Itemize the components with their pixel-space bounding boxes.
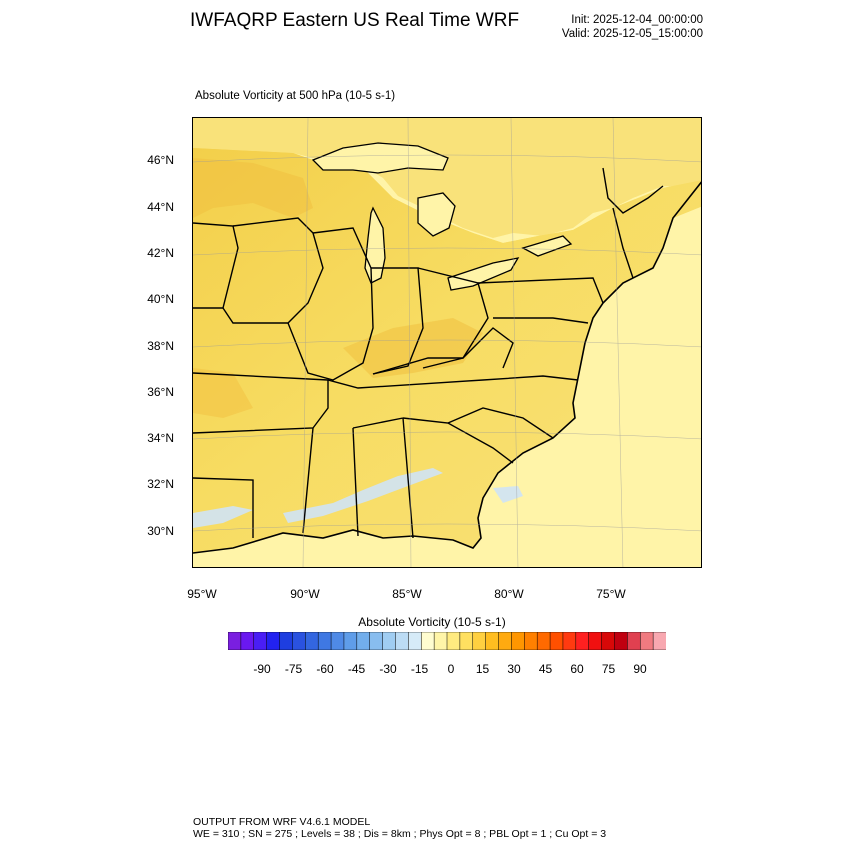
high-vorticity-northwest [193,158,313,218]
lat-label: 44°N [147,200,174,214]
lake-huron [417,192,456,237]
coastline [193,181,701,554]
colorbar-tick-label: -30 [379,662,397,676]
colorbar-tick-label: 60 [570,662,584,676]
colorbar-tick-label: 0 [447,662,455,676]
lake-ontario [521,235,573,257]
colorbar-swatch [305,632,319,650]
colorbar-swatch [549,632,564,650]
lon-label: 90°W [290,587,320,601]
colorbar-tick-label: -15 [410,662,429,676]
lon-label: 75°W [596,587,626,601]
lake-erie [447,257,520,291]
colorbar-swatch [472,632,487,650]
panel-subtitle: Absolute Vorticity at 500 hPa (10-5 s-1) [195,90,396,102]
lat-label: 40°N [147,292,174,306]
lat-label: 46°N [147,153,174,167]
colorbar-swatch [614,632,628,650]
colorbar-swatch [420,632,435,650]
colorbar-swatch [446,632,461,650]
colorbar-swatch [369,632,384,650]
footer-line-2: WE = 310 ; SN = 275 ; Levels = 38 ; Dis … [193,828,607,840]
colorbar-swatch [639,632,654,650]
colorbar-swatch [382,632,397,650]
colorbar-swatch [279,632,293,650]
graticule [193,118,701,567]
colorbar-tick-label: -45 [347,662,366,676]
init-valid-times: Init: 2025-12-04_00:00:00 Valid: 2025-12… [562,13,703,41]
lat-label: 30°N [147,524,174,538]
colorbar-swatch [588,632,603,650]
colorbar-swatch [511,632,525,650]
colorbar-swatch [266,632,281,650]
colorbar-tick-label: -60 [316,662,334,676]
low-vorticity-patch [493,486,523,503]
high-vorticity-ohio-valley [343,318,483,378]
colorbar-swatch [485,632,500,650]
vorticity-map [192,117,702,568]
colorbar-swatch [240,632,255,650]
colorbar-swatch [459,632,474,650]
lat-label: 32°N [147,477,174,491]
map-svg [193,118,701,567]
init-time: Init: 2025-12-04_00:00:00 [571,14,703,26]
colorbar-swatch [253,632,268,650]
lon-label: 80°W [494,587,524,601]
lake-superior [311,142,449,174]
colorbar-tick-label: -90 [253,662,271,676]
colorbar-swatch [356,632,371,650]
colorbar-tick-label: 75 [601,662,616,676]
colorbar-swatch [575,632,590,650]
canada-land [193,118,701,238]
lat-label: 42°N [147,246,174,260]
lon-label: 95°W [187,587,217,601]
colorbar-swatch [562,632,577,650]
colorbar-tick-label: -75 [284,662,303,676]
colorbar-swatch [330,632,345,650]
low-vorticity-band-west [193,506,253,528]
colorbar [228,632,666,650]
colorbar-swatch [524,632,538,650]
colorbar-title: Absolute Vorticity (10-5 s-1) [358,615,506,629]
colorbar-swatch [395,632,409,650]
colorbar-swatch [601,632,616,650]
model-info: OUTPUT FROM WRF V4.6.1 MODEL WE = 310 ; … [193,816,606,840]
footer-line-1: OUTPUT FROM WRF V4.6.1 MODEL [193,816,371,828]
colorbar-swatch [498,632,512,650]
low-vorticity-band [283,468,443,523]
colorbar-swatch [536,632,551,650]
valid-time: Valid: 2025-12-05_15:00:00 [561,28,703,40]
lat-label: 38°N [147,339,174,353]
lat-label: 36°N [147,385,174,399]
colorbar-swatch [317,632,332,650]
colorbar-swatch [292,632,306,650]
colorbar-swatch [652,632,666,650]
lat-label: 34°N [147,431,174,445]
colorbar-swatch [408,632,422,650]
colorbar-swatch [228,632,242,650]
colorbar-tick-label: 15 [475,662,490,676]
high-vorticity-southwest [193,368,253,418]
lon-label: 85°W [392,587,422,601]
colorbar-swatch [433,632,448,650]
state-boundaries [193,167,664,539]
colorbar-tick-label: 90 [633,662,647,676]
colorbar-swatch [627,632,641,650]
colorbar-swatch [343,632,358,650]
colorbar-tick-label: 30 [507,662,521,676]
colorbar-tick-label: 45 [538,662,553,676]
plot-title: IWFAQRP Eastern US Real Time WRF [190,10,520,31]
